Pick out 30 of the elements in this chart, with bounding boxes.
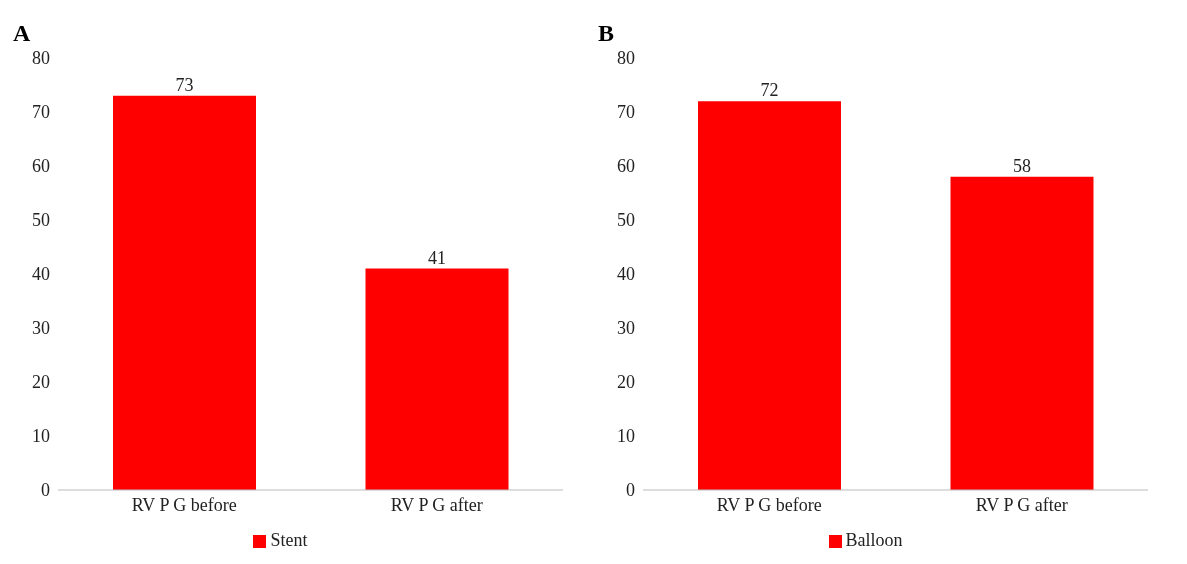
y-tick-label: 30 [32, 318, 50, 339]
y-tick-label: 10 [32, 426, 50, 447]
y-tick-label: 30 [617, 318, 635, 339]
y-tick-label: 0 [41, 480, 50, 501]
y-tick-label: 70 [32, 102, 50, 123]
y-tick-label: 50 [32, 210, 50, 231]
x-tick-label: RV P G before [131, 494, 237, 515]
data-label: 72 [760, 80, 779, 101]
x-tick-label: RV P G after [975, 494, 1068, 515]
y-tick-label: 80 [32, 48, 50, 69]
y-tick-label: 50 [617, 210, 635, 231]
y-tick-label: 20 [32, 372, 50, 393]
y-tick-label: 10 [617, 426, 635, 447]
y-tick-label: 0 [626, 480, 635, 501]
data-label: 58 [1013, 155, 1031, 176]
data-label: 73 [175, 74, 194, 95]
x-tick-label: RV P G after [390, 494, 483, 515]
data-label: 41 [428, 247, 446, 268]
y-tick-label: 60 [617, 156, 635, 177]
y-tick-label: 20 [617, 372, 635, 393]
legend-label: Balloon [845, 530, 903, 550]
legend-label: Stent [270, 530, 308, 550]
y-tick-label: 80 [617, 48, 635, 69]
y-tick-label: 40 [32, 264, 50, 285]
chart-title: B [598, 20, 615, 47]
chart-title: A [13, 20, 31, 47]
y-tick-label: 60 [32, 156, 50, 177]
x-tick-label: RV P G before [716, 494, 822, 515]
y-tick-label: 40 [617, 264, 635, 285]
y-tick-label: 70 [617, 102, 635, 123]
